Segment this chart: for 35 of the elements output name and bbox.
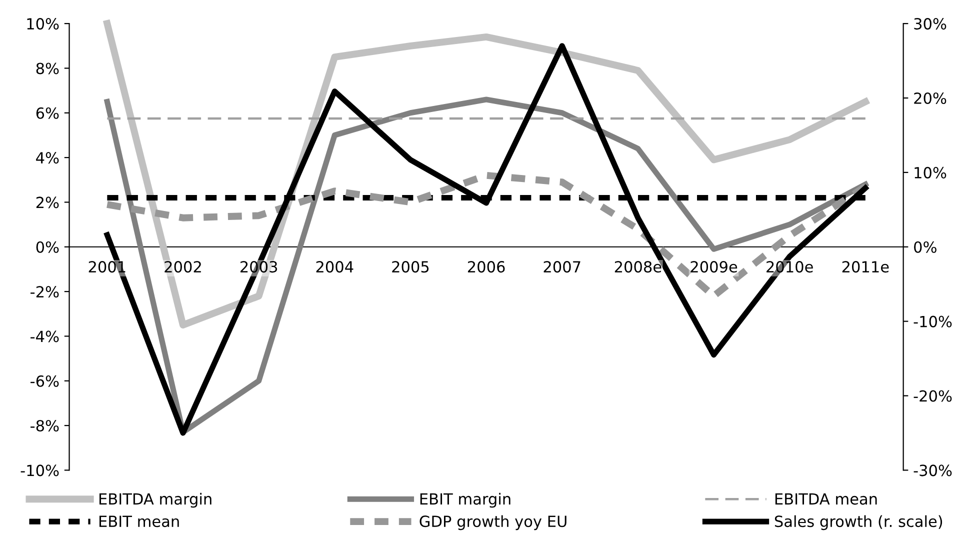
x-tick-label: 2004 <box>316 261 354 273</box>
y2-tick-label: 20% <box>914 92 946 104</box>
y-tick-label: 6% <box>36 107 59 119</box>
x-tick-label: 2008e <box>614 261 662 273</box>
x-tick-label: 2005 <box>392 261 429 273</box>
legend-label: EBIT margin <box>420 492 510 508</box>
y-tick-label: 8% <box>36 62 59 74</box>
x-tick-label: 2010e <box>766 261 813 273</box>
x-tick-label: 2006 <box>468 261 505 273</box>
legend-label: EBIT mean <box>99 516 179 528</box>
x-tick-label: 2001 <box>88 261 126 273</box>
y-tick-label: 4% <box>36 152 59 164</box>
x-tick-label: 2003 <box>240 261 278 273</box>
x-tick-label: 2009e <box>690 261 738 273</box>
x-tick-label: 2011e <box>842 261 889 273</box>
y2-tick-label: 0% <box>914 241 936 253</box>
y2-tick-label: -10% <box>914 316 952 328</box>
y2-tick-label: -30% <box>914 464 952 476</box>
y-tick-label: 10% <box>27 18 59 30</box>
y2-tick-label: 10% <box>914 166 946 178</box>
y-tick-label: 0% <box>36 241 59 253</box>
y-tick-label: -10% <box>20 464 59 476</box>
y2-tick-label: 30% <box>914 18 946 30</box>
y-tick-label: -2% <box>30 286 59 298</box>
y-tick-label: 2% <box>36 196 59 208</box>
x-tick-label: 2002 <box>164 261 201 273</box>
legend-label: EBITDA mean <box>775 493 877 505</box>
legend-label: Sales growth (r. scale) <box>774 515 942 530</box>
legend-label: EBITDA margin <box>99 492 212 508</box>
y-tick-label: -4% <box>30 330 59 342</box>
y2-tick-label: -20% <box>914 390 952 402</box>
x-tick-label: 2007 <box>544 261 580 273</box>
legend-label: GDP growth yoy EU <box>420 515 566 530</box>
y-tick-label: -8% <box>30 420 59 432</box>
y-tick-label: -6% <box>30 375 59 387</box>
